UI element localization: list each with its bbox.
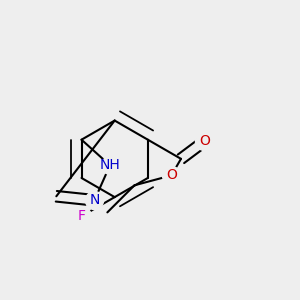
Text: O: O [166,168,177,182]
Text: O: O [199,134,210,148]
Text: F: F [77,209,86,223]
Text: N: N [89,193,100,207]
Text: NH: NH [100,158,120,172]
